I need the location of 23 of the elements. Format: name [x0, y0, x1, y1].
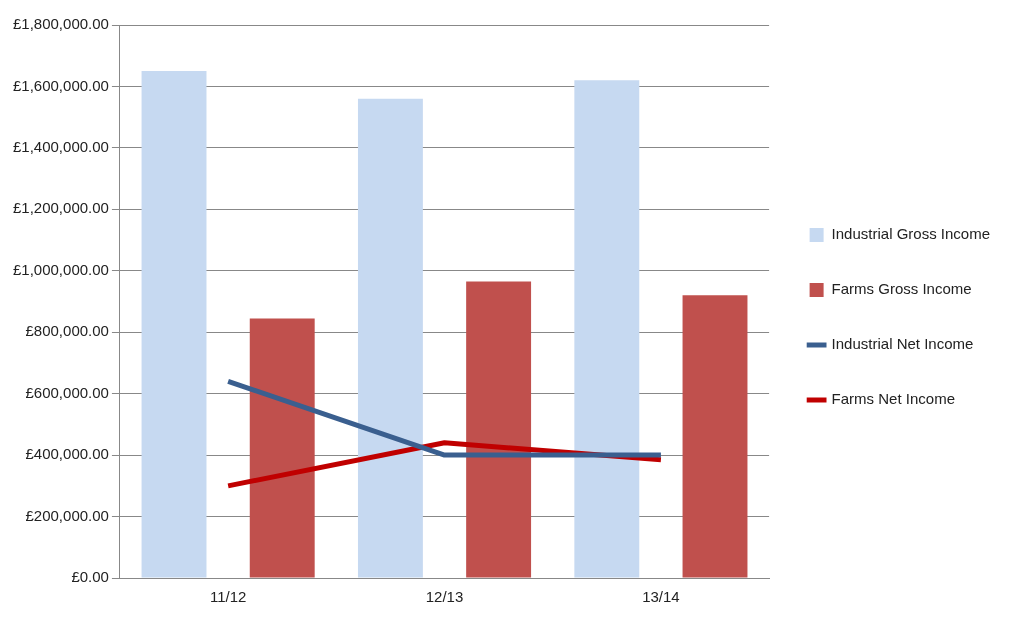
legend-label: Industrial Net Income: [831, 335, 974, 353]
x-tick-label: 13/14: [642, 588, 680, 606]
y-tick-label: £600,000.00: [25, 383, 109, 401]
legend-label: Farms Net Income: [831, 390, 955, 408]
bar: [682, 295, 748, 578]
y-tick-label: £800,000.00: [25, 322, 109, 340]
legend-label: Industrial Gross Income: [831, 225, 991, 243]
y-tick-label: £0.00: [71, 568, 109, 586]
bar: [574, 80, 640, 578]
legend-label: Farms Gross Income: [831, 280, 972, 298]
y-tick-label: £1,800,000.00: [12, 15, 109, 33]
y-tick-label: £1,000,000.00: [12, 260, 109, 278]
y-tick-label: £1,400,000.00: [12, 138, 109, 156]
y-tick-label: £1,600,000.00: [12, 76, 109, 94]
bar: [357, 98, 423, 578]
x-tick-label: 12/13: [425, 588, 464, 606]
y-tick-label: £400,000.00: [25, 445, 109, 463]
bar: [466, 281, 532, 578]
x-tick-label: 11/12: [209, 588, 247, 606]
y-tick-label: £1,200,000.00: [12, 199, 109, 217]
y-tick-label: £200,000.00: [25, 506, 109, 524]
bar: [249, 318, 315, 578]
bar: [141, 71, 207, 578]
